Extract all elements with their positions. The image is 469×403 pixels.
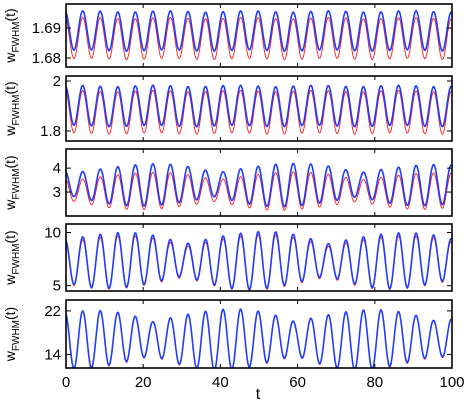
x-tick-label: 40 bbox=[212, 374, 229, 391]
panel-3: 4 3 wFWHM(t) bbox=[2, 148, 453, 217]
series-blue-line bbox=[66, 162, 452, 208]
series-red-line bbox=[66, 89, 452, 135]
panel-frame bbox=[65, 148, 453, 217]
y-label-subscript: FWHM bbox=[11, 243, 22, 274]
y-axis-label: wFWHM(t) bbox=[2, 81, 22, 136]
y-label-subscript: FWHM bbox=[11, 168, 22, 199]
panel-frame bbox=[65, 299, 453, 369]
x-tick-label: 0 bbox=[62, 374, 70, 391]
x-tick-label: 60 bbox=[289, 374, 306, 391]
y-tick-label: 2 bbox=[53, 73, 61, 90]
y-label-main: w bbox=[2, 274, 18, 286]
y-axis-label: wFWHM(t) bbox=[2, 155, 22, 210]
series-blue-line bbox=[66, 9, 452, 53]
x-tick-label: 100 bbox=[439, 374, 464, 391]
panel-frame bbox=[65, 75, 453, 142]
y-label-tail: (t) bbox=[2, 307, 18, 320]
y-tick-label: 5 bbox=[53, 278, 61, 295]
y-tick-label: 4 bbox=[53, 160, 61, 177]
y-tick-label: 1.8 bbox=[40, 123, 61, 140]
y-tick-label: 10 bbox=[44, 225, 61, 242]
y-label-main: w bbox=[2, 199, 18, 211]
y-axis-label: wFWHM(t) bbox=[2, 230, 22, 285]
panel-2: 2 1.8 wFWHM(t) bbox=[2, 73, 453, 142]
series-blue-line bbox=[66, 308, 452, 368]
x-axis: 0 20 40 60 80 100 bbox=[62, 374, 465, 391]
y-label-subscript: FWHM bbox=[11, 320, 22, 351]
y-axis-label: wFWHM(t) bbox=[2, 307, 22, 362]
y-tick-label: 3 bbox=[53, 184, 61, 201]
y-tick-label: 14 bbox=[44, 346, 61, 363]
panel-frame bbox=[65, 3, 453, 68]
y-label-tail: (t) bbox=[2, 155, 18, 168]
y-label-tail: (t) bbox=[2, 230, 18, 243]
panel-5: 22 14 wFWHM(t) bbox=[2, 299, 453, 369]
panel-frame bbox=[65, 223, 453, 292]
y-label-subscript: FWHM bbox=[11, 94, 22, 125]
x-axis-label: t bbox=[256, 386, 261, 403]
y-label-main: w bbox=[2, 350, 18, 362]
y-tick-label: 22 bbox=[44, 303, 61, 320]
panels-group: 1.691.68wFWHM(t)21.8wFWHM(t)43wFWHM(t)10… bbox=[2, 3, 453, 369]
y-label-tail: (t) bbox=[2, 81, 18, 94]
x-tick-label: 80 bbox=[366, 374, 383, 391]
y-tick-label: 1.68 bbox=[32, 50, 61, 67]
series-blue-line bbox=[66, 84, 452, 128]
panel-1: 1.69 1.68 wFWHM(t) bbox=[2, 3, 453, 68]
x-tick-label: 20 bbox=[135, 374, 152, 391]
series-blue-line bbox=[66, 230, 452, 291]
series-red-line bbox=[66, 16, 452, 61]
panel-4: 10 5 wFWHM(t) bbox=[2, 223, 453, 295]
y-label-tail: (t) bbox=[2, 8, 18, 21]
y-axis-label: wFWHM(t) bbox=[2, 8, 22, 63]
y-label-subscript: FWHM bbox=[11, 21, 22, 52]
y-label-main: w bbox=[2, 125, 18, 137]
y-tick-label: 1.69 bbox=[32, 20, 61, 37]
y-label-main: w bbox=[2, 52, 18, 64]
